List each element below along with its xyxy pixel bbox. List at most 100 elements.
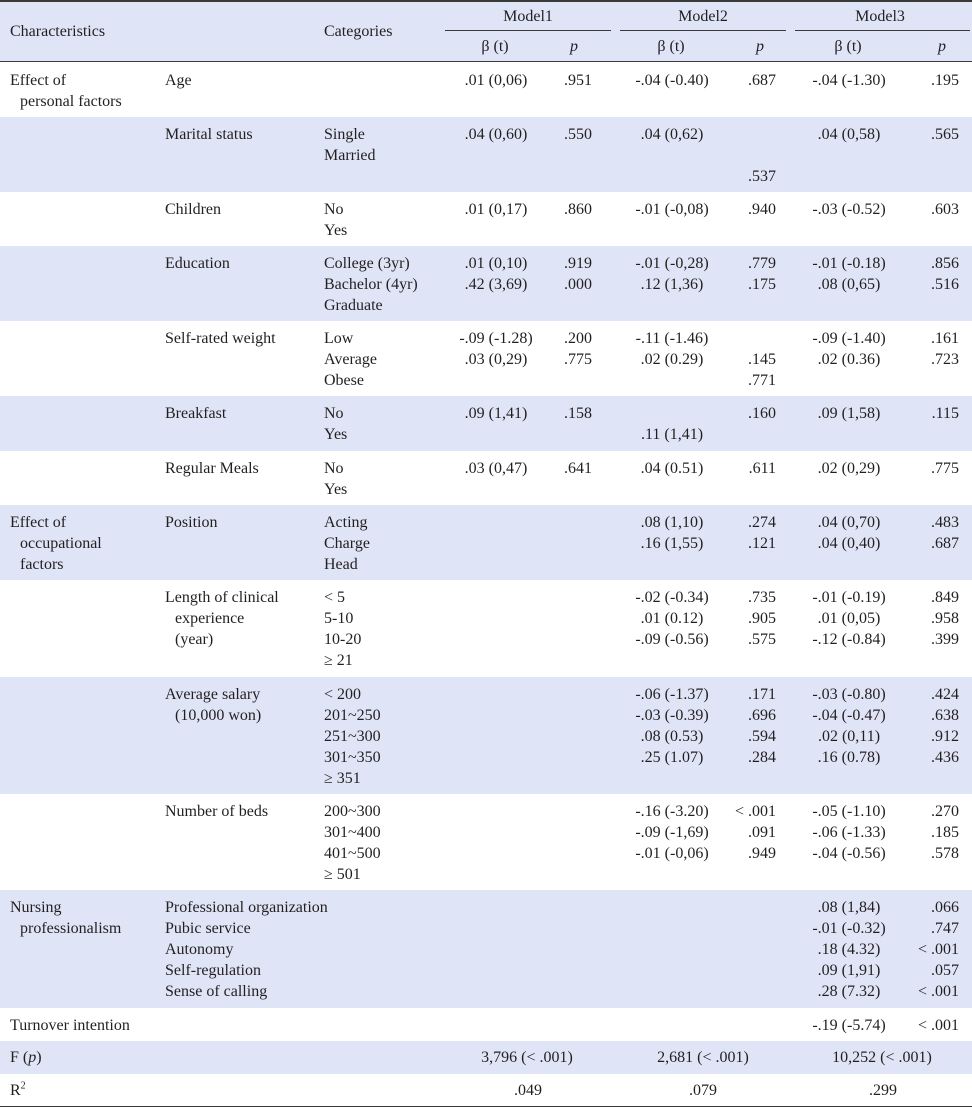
- row-5-m2-beta-line-2: .02 (0.29): [640, 351, 704, 368]
- r2-row-model3-value: .299: [869, 1082, 897, 1099]
- row-5-m2-p-line-2: .145: [748, 351, 776, 368]
- row-9-m2-p-line-3: .575: [748, 631, 776, 648]
- row-4-m2-p-line-2: .175: [748, 276, 776, 293]
- table-row-2: [0, 117, 972, 192]
- row-10-variable-line-1: Average salary: [165, 686, 261, 703]
- row-8-m3-beta-line-1: .04 (0,70): [817, 514, 881, 531]
- row-12-m3-beta-line-2: -.01 (-0.32): [812, 920, 886, 937]
- header-categories: Categories: [324, 23, 393, 40]
- row-13-m3-p-line-1: < .001: [917, 1017, 959, 1034]
- row-10-m3-beta-line-3: .02 (0,11): [817, 728, 881, 745]
- row-3-m2-beta-line-1: -.01 (-0,08): [635, 201, 709, 218]
- row-10-m3-p-line-4: .436: [931, 749, 959, 766]
- row-6-m3-p-line-1: .115: [931, 405, 959, 422]
- row-4-m1-beta-line-2: .42 (3,69): [464, 276, 528, 293]
- row-8-m2-p-line-1: .274: [748, 514, 776, 531]
- row-11-m2-p-line-2: .091: [748, 824, 776, 841]
- row-9-categories-line-4: ≥ 21: [324, 652, 353, 669]
- row-9-m3-p-line-3: .399: [931, 631, 959, 648]
- model3-underline: [795, 30, 970, 31]
- row-9-variable-line-3: (year): [175, 631, 214, 648]
- row-12-m3-p-line-4: .057: [931, 962, 959, 979]
- row-4-m1-p-line-2: .000: [564, 276, 592, 293]
- row-11-m3-p-line-1: .270: [931, 803, 959, 820]
- row-8-m2-beta-line-2: .16 (1,55): [640, 535, 704, 552]
- row-12-characteristic-line-1: Nursing: [10, 899, 62, 916]
- row-9-m2-beta-line-2: .01 (0.12): [640, 610, 704, 627]
- table-row-4: [0, 246, 972, 321]
- row-5-m1-p-line-2: .775: [564, 351, 592, 368]
- row-6-m1-p-line-1: .158: [564, 405, 592, 422]
- row-8-m2-beta-line-1: .08 (1,10): [640, 514, 704, 531]
- row-4-m2-beta-line-2: .12 (1,36): [640, 276, 704, 293]
- row-10-m2-beta-line-3: .08 (0.53): [640, 728, 704, 745]
- row-9-m2-p-line-2: .905: [748, 610, 776, 627]
- table-row-12: [0, 890, 972, 1008]
- row-10-categories-line-5: ≥ 351: [324, 770, 361, 787]
- row-10-m3-beta-line-1: -.03 (-0.80): [812, 686, 886, 703]
- header-model3-beta: β (t): [834, 38, 862, 55]
- row-5-m3-p-line-1: .161: [931, 330, 959, 347]
- row-11-categories-line-4: ≥ 501: [324, 866, 361, 883]
- row-2-m2-beta-line-1: .04 (0,62): [640, 126, 704, 143]
- row-9-variable-line-2: experience: [175, 610, 245, 627]
- table-row-8: [0, 505, 972, 580]
- row-9-m2-p-line-1: .735: [748, 589, 776, 606]
- row-12-m3-p-line-1: .066: [931, 899, 959, 916]
- row-9-m3-beta-line-2: .01 (0,05): [817, 610, 881, 627]
- row-8-m2-p-line-2: .121: [748, 535, 776, 552]
- row-11-m3-p-line-2: .185: [931, 824, 959, 841]
- row-12-m3-p-line-5: < .001: [917, 983, 959, 1000]
- table-row-1: [0, 63, 972, 117]
- row-11-categories-line-3: 401~500: [324, 845, 381, 862]
- row-8-m3-p-line-2: .687: [931, 535, 959, 552]
- row-7-categories-line-2: Yes: [324, 481, 348, 498]
- row-7-m3-p-line-1: .775: [931, 460, 959, 477]
- f-row-model2-value: 2,681 (< .001): [657, 1049, 749, 1066]
- row-3-variable-line-1: Children: [165, 201, 221, 218]
- row-11-m2-beta-line-1: -.16 (-3.20): [635, 803, 709, 820]
- r2-row-model1-value: .049: [514, 1082, 542, 1099]
- top-rule: [0, 0, 972, 2]
- row-11-categories-line-2: 301~400: [324, 824, 381, 841]
- r2-row: [0, 1074, 972, 1106]
- model2-underline: [620, 30, 786, 31]
- table-row-6: [0, 396, 972, 451]
- row-12-m3-beta-line-1: .08 (1,84): [817, 899, 881, 916]
- row-6-m1-beta-line-1: .09 (1,41): [464, 405, 528, 422]
- row-10-m2-p-line-3: .594: [748, 728, 776, 745]
- row-6-categories-line-1: No: [324, 405, 344, 422]
- row-1-characteristic-line-2: personal factors: [20, 93, 122, 110]
- row-7-categories-line-1: No: [324, 460, 344, 477]
- row-3-categories-line-2: Yes: [324, 222, 348, 239]
- row-5-m3-p-line-2: .723: [931, 351, 959, 368]
- row-8-variable-line-1: Position: [165, 514, 218, 531]
- row-9-m3-p-line-2: .958: [931, 610, 959, 627]
- row-9-variable-line-1: Length of clinical: [165, 589, 279, 606]
- row-8-characteristic-line-2: occupational: [20, 535, 102, 552]
- row-1-m1-p-line-1: .951: [564, 72, 592, 89]
- row-9-m2-beta-line-3: -.09 (-0.56): [635, 631, 709, 648]
- header-bottom-rule: [0, 61, 972, 62]
- row-6-variable-line-1: Breakfast: [165, 405, 227, 422]
- row-1-m2-p-line-1: .687: [748, 72, 776, 89]
- row-11-m3-p-line-3: .578: [931, 845, 959, 862]
- row-8-characteristic-line-1: Effect of: [10, 514, 67, 531]
- row-2-categories-line-2: Married: [324, 147, 376, 164]
- row-2-m2-p-line-3: .537: [748, 168, 776, 185]
- row-7-m2-beta-line-1: .04 (0.51): [640, 460, 704, 477]
- row-8-categories-line-3: Head: [324, 556, 358, 573]
- row-1-characteristic-line-1: Effect of: [10, 72, 67, 89]
- row-8-categories-line-1: Acting: [324, 514, 368, 531]
- row-11-m2-beta-line-2: -.09 (-1,69): [635, 824, 709, 841]
- row-2-m1-p-line-1: .550: [564, 126, 592, 143]
- f-row: [0, 1041, 972, 1074]
- row-3-m3-beta-line-1: -.03 (-0.52): [812, 201, 886, 218]
- row-4-m3-beta-line-2: .08 (0,65): [817, 276, 881, 293]
- row-4-m3-beta-line-1: -.01 (-0.18): [812, 255, 886, 272]
- table-row-9: [0, 580, 972, 677]
- row-5-m1-p-line-1: .200: [564, 330, 592, 347]
- row-4-categories-line-1: College (3yr): [324, 255, 410, 272]
- row-12-m3-p-line-2: .747: [931, 920, 959, 937]
- row-4-categories-line-2: Bachelor (4yr): [324, 276, 418, 293]
